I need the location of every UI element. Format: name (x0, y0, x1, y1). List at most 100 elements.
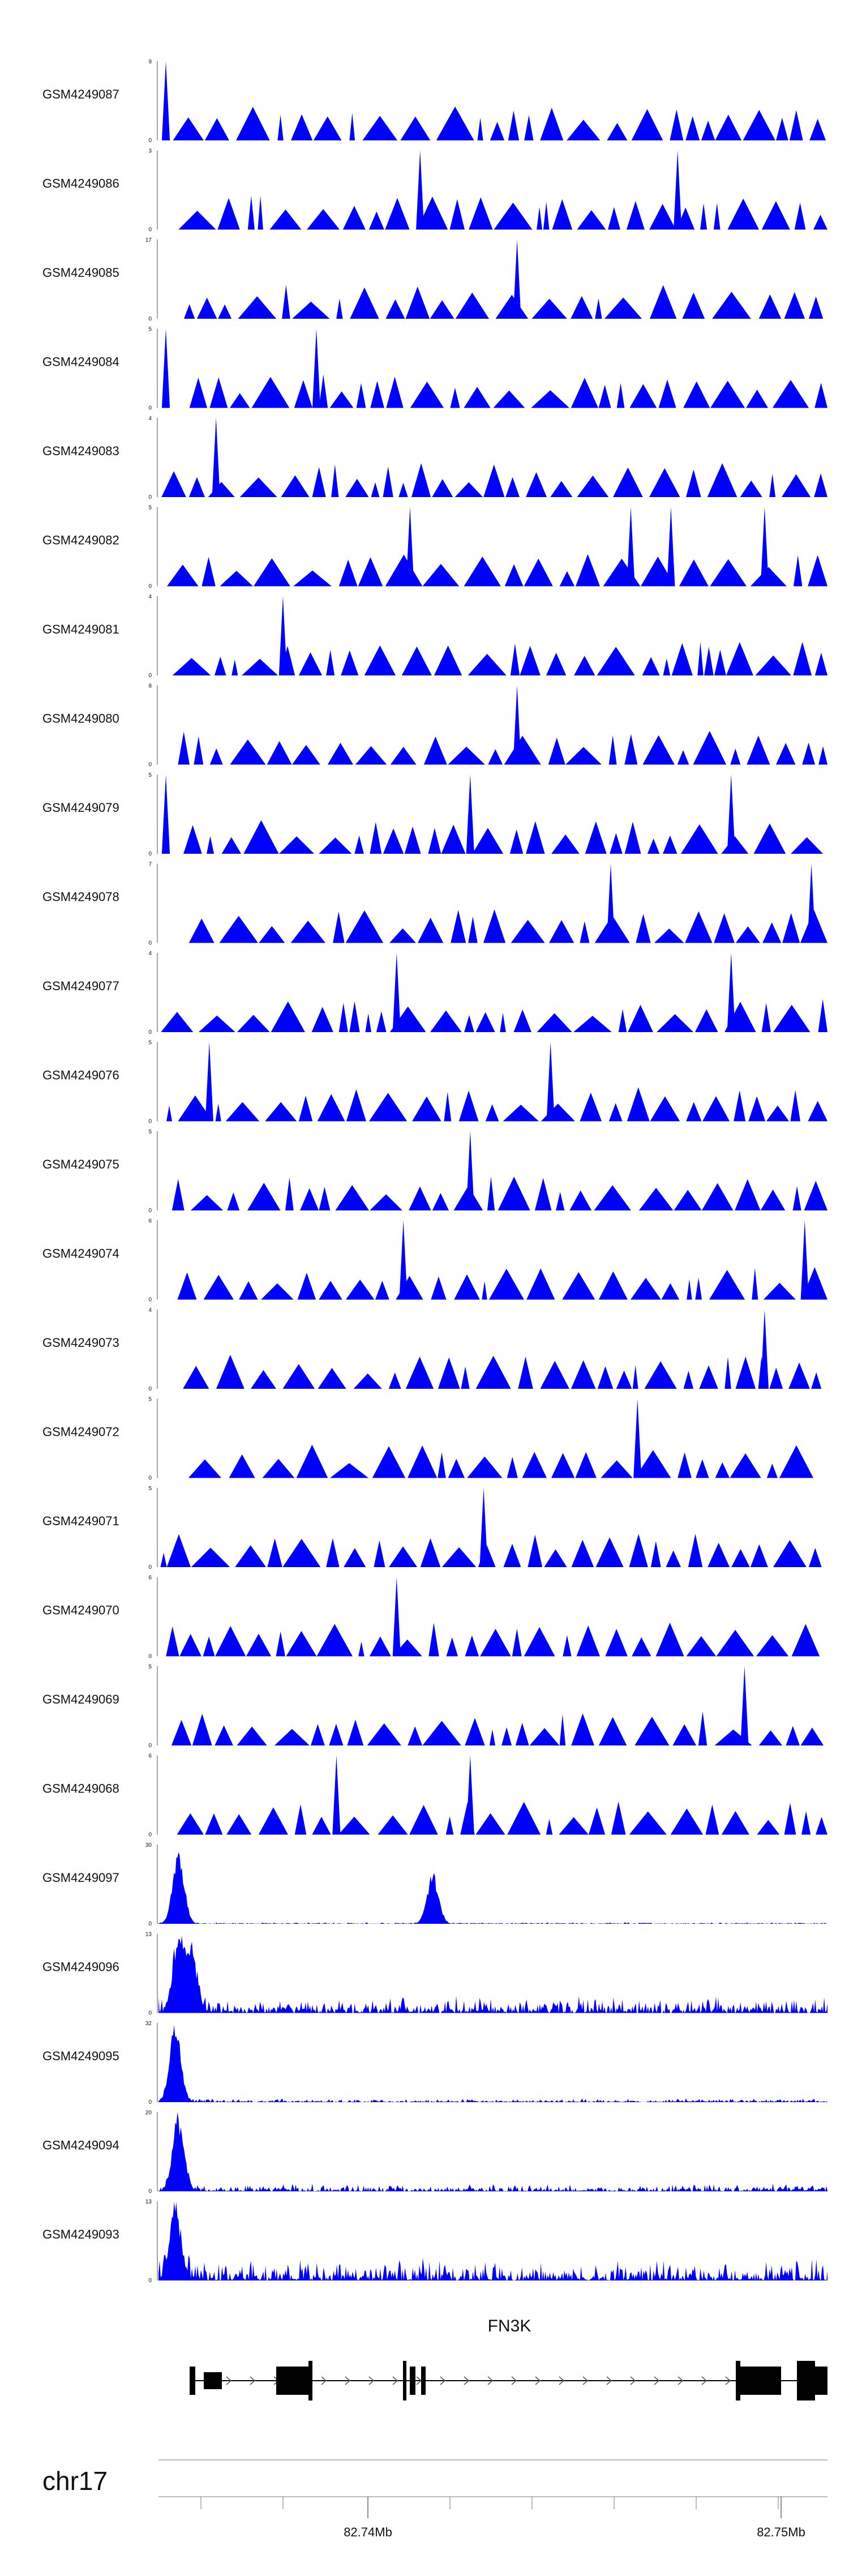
track-GSM4249083: GSM4249083 4 0 (42, 416, 827, 500)
track-label: GSM4249093 (42, 2227, 119, 2241)
track-label: GSM4249071 (42, 1514, 119, 1528)
ymin-label: 0 (148, 1475, 152, 1482)
track-GSM4249074: GSM4249074 6 0 (42, 1218, 827, 1303)
ymin-label: 0 (148, 1921, 152, 1927)
track-GSM4249080: GSM4249080 8 0 (42, 683, 827, 768)
coverage-area (161, 418, 827, 497)
strand-arrow (321, 2376, 327, 2385)
track-GSM4249071: GSM4249071 5 0 (42, 1486, 822, 1571)
coverage-area (178, 150, 827, 230)
ymax-label: 5 (148, 505, 152, 511)
ymax-label: 7 (148, 862, 152, 868)
track-label: GSM4249097 (42, 1871, 119, 1885)
track-label: GSM4249095 (42, 2049, 119, 2063)
genome-axis: chr17 82.74Mb 82.75Mb (42, 2459, 827, 2539)
track-label: GSM4249086 (42, 177, 119, 191)
track-label: GSM4249084 (42, 355, 119, 369)
track-GSM4249072: GSM4249072 5 0 (42, 1397, 813, 1482)
track-label: GSM4249079 (42, 801, 119, 815)
coverage-area (161, 328, 827, 408)
coverage-area (188, 863, 827, 943)
track-GSM4249077: GSM4249077 4 0 (42, 951, 827, 1035)
coverage-area (183, 1310, 822, 1389)
strand-arrow (440, 2376, 446, 2385)
strand-arrow (606, 2376, 612, 2385)
track-label: GSM4249077 (42, 979, 119, 993)
strand-arrow (654, 2376, 660, 2385)
strand-arrow (511, 2376, 517, 2385)
coverage-area (166, 1042, 828, 1122)
coverage-area (171, 1131, 827, 1210)
coverage-area (158, 2202, 827, 2280)
strand-arrow (368, 2376, 375, 2385)
coverage-area (178, 685, 827, 765)
track-GSM4249084: GSM4249084 5 0 (42, 327, 827, 412)
ymin-label: 0 (148, 1119, 152, 1125)
coverage-area (188, 1398, 813, 1478)
exon (815, 2367, 827, 2395)
ymax-label: 5 (148, 1040, 152, 1046)
track-label: GSM4249081 (42, 622, 119, 636)
track-label: GSM4249085 (42, 266, 119, 280)
ymin-label: 0 (148, 1654, 152, 1660)
ymin-label: 0 (148, 1386, 152, 1392)
track-GSM4249086: GSM4249086 3 0 (42, 148, 827, 233)
strand-arrow (392, 2376, 398, 2385)
ymax-label: 5 (148, 1664, 152, 1670)
coverage-area (161, 953, 827, 1032)
ymax-label: 6 (148, 1575, 152, 1581)
ymin-label: 0 (148, 851, 152, 857)
track-label: GSM4249076 (42, 1068, 119, 1082)
ymin-label: 0 (148, 1029, 152, 1035)
ymax-label: 6 (148, 1753, 152, 1760)
strand-arrow (630, 2376, 636, 2385)
ymin-label: 0 (148, 2099, 152, 2106)
ymax-label: 17 (145, 237, 152, 243)
exon (276, 2367, 308, 2395)
gene-model: FN3K (190, 2317, 827, 2400)
coverage-area (158, 1935, 827, 2013)
track-GSM4249082: GSM4249082 5 0 (42, 505, 827, 590)
coverage-area (161, 61, 826, 140)
ymax-label: 5 (148, 1486, 152, 1492)
track-GSM4249096: GSM4249096 13 0 (42, 1932, 827, 2017)
ymin-label: 0 (148, 405, 152, 412)
chromosome-label: chr17 (42, 2466, 108, 2496)
ymax-label: 8 (148, 683, 152, 690)
axis-tick-label: 82.75Mb (757, 2525, 805, 2539)
track-GSM4249081: GSM4249081 4 0 (42, 594, 828, 679)
coverage-area (177, 1755, 828, 1835)
track-label: GSM4249072 (42, 1425, 119, 1439)
track-label: GSM4249073 (42, 1336, 119, 1350)
coverage-area (158, 2112, 827, 2192)
coverage-area (160, 1488, 822, 1567)
track-GSM4249075: GSM4249075 5 0 (42, 1129, 827, 1214)
ymin-label: 0 (148, 494, 152, 500)
ymin-label: 0 (148, 584, 152, 590)
ymax-label: 9 (148, 59, 152, 65)
coverage-area (167, 507, 827, 587)
strand-arrow (250, 2376, 256, 2385)
track-label: GSM4249087 (42, 87, 119, 101)
strand-arrow (226, 2376, 232, 2385)
ymax-label: 4 (148, 594, 152, 600)
ymin-label: 0 (148, 1832, 152, 1838)
exon (190, 2367, 195, 2395)
strand-arrow (345, 2376, 351, 2385)
ymin-label: 0 (148, 227, 152, 233)
track-label: GSM4249094 (42, 2138, 119, 2153)
track-GSM4249068: GSM4249068 6 0 (42, 1753, 828, 1838)
track-GSM4249095: GSM4249095 32 0 (42, 2021, 827, 2106)
coverage-area (177, 1220, 827, 1300)
exon (204, 2372, 222, 2389)
track-label: GSM4249082 (42, 533, 119, 547)
ymax-label: 13 (145, 2199, 152, 2205)
exon (797, 2361, 815, 2400)
coverage-area (166, 1577, 820, 1657)
exon (736, 2361, 740, 2400)
strand-arrow (701, 2376, 707, 2385)
ymax-label: 5 (148, 772, 152, 778)
ymax-label: 32 (145, 2021, 152, 2027)
ymin-label: 0 (148, 673, 152, 679)
